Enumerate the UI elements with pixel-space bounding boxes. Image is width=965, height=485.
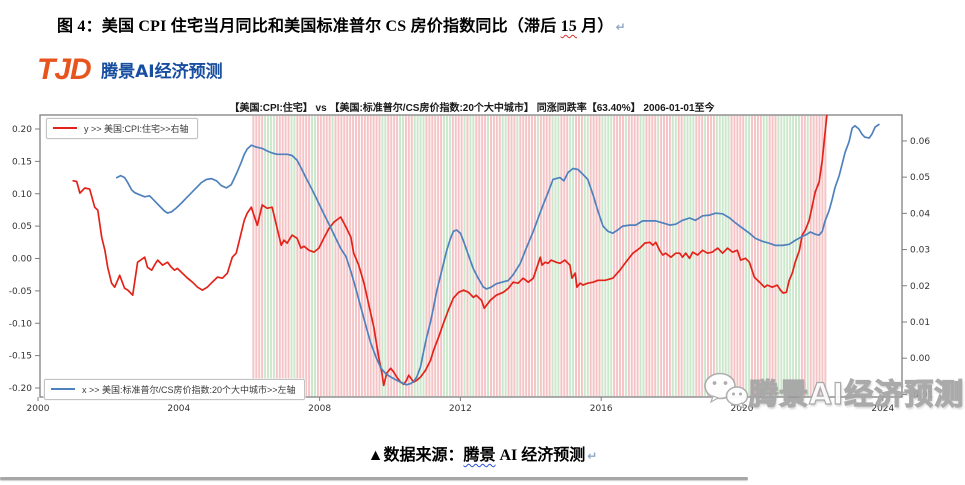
legend-cs-left-axis[interactable]: x >> 美国:标准普尔/CS房价指数:20个大中城市>>左轴 <box>44 379 305 400</box>
svg-text:2008: 2008 <box>308 404 331 414</box>
svg-text:0.04: 0.04 <box>910 209 930 219</box>
svg-text:0.00: 0.00 <box>910 354 930 364</box>
svg-text:0.06: 0.06 <box>910 137 930 147</box>
svg-text:-0.20: -0.20 <box>9 384 33 394</box>
spellcheck-underlined-text: 15 <box>560 18 578 35</box>
figure-title: 图 4：美国 CPI 住宅当月同比和美国标准普尔 CS 房价指数同比（滞后 15… <box>57 12 626 36</box>
legend-cpi-label: y >> 美国:CPI:住宅>>右轴 <box>84 124 189 134</box>
legend-cpi-right-axis[interactable]: y >> 美国:CPI:住宅>>右轴 <box>46 118 198 139</box>
svg-text:0.20: 0.20 <box>12 125 32 135</box>
svg-text:0.03: 0.03 <box>910 246 930 256</box>
svg-text:-0.01: -0.01 <box>910 390 933 400</box>
legend-cs-label: x >> 美国:标准普尔/CS房价指数:20个大中城市>>左轴 <box>82 385 296 395</box>
red-line-swatch-icon <box>53 127 77 129</box>
caption-suffix: AI 经济预测 <box>495 447 586 464</box>
figure-title-suffix: 月） <box>577 18 614 35</box>
window-edge-bar <box>0 477 748 480</box>
svg-text:2004: 2004 <box>167 404 190 414</box>
svg-text:0.05: 0.05 <box>910 173 930 183</box>
wechat-icon <box>704 372 749 410</box>
tjd-logo-mark: TJD <box>37 53 92 86</box>
caption-underlined-text: 腾景 <box>463 447 496 464</box>
svg-text:0.00: 0.00 <box>12 255 32 265</box>
svg-text:0.05: 0.05 <box>12 222 32 232</box>
svg-text:-0.05: -0.05 <box>9 287 32 297</box>
svg-text:2012: 2012 <box>449 404 472 414</box>
tjd-logo-text: 腾景AI经济预测 <box>101 62 223 82</box>
blue-line-swatch-icon <box>51 388 75 390</box>
figure-title-text: 图 4：美国 CPI 住宅当月同比和美国标准普尔 CS 房价指数同比（滞后 <box>57 18 561 35</box>
svg-text:0.10: 0.10 <box>12 190 32 200</box>
paragraph-mark-icon: ↵ <box>615 20 626 34</box>
svg-text:2000: 2000 <box>27 404 50 414</box>
watermark-text: 腾景AI经济预测 <box>748 376 965 411</box>
svg-text:0.01: 0.01 <box>910 318 930 328</box>
caption-prefix: ▲数据来源： <box>367 447 464 464</box>
svg-text:2024: 2024 <box>871 404 894 414</box>
svg-text:0.02: 0.02 <box>910 282 930 292</box>
svg-text:0.15: 0.15 <box>12 157 32 167</box>
svg-text:-0.10: -0.10 <box>9 319 33 329</box>
source-caption: ▲数据来源：腾景 AI 经济预测 ↵ <box>0 441 965 465</box>
svg-text:2016: 2016 <box>590 404 613 414</box>
paragraph-mark-icon: ↵ <box>587 449 598 463</box>
svg-text:2020: 2020 <box>731 404 754 414</box>
watermark: 腾景AI经济预测 <box>703 371 964 413</box>
chart-title: 【美国:CPI:住宅】 vs 【美国:标准普尔/CS房价指数:20个大中城市】 … <box>229 103 715 114</box>
svg-text:-0.15: -0.15 <box>9 352 32 362</box>
tjd-logo: TJD 腾景AI经济预测 <box>37 53 223 87</box>
